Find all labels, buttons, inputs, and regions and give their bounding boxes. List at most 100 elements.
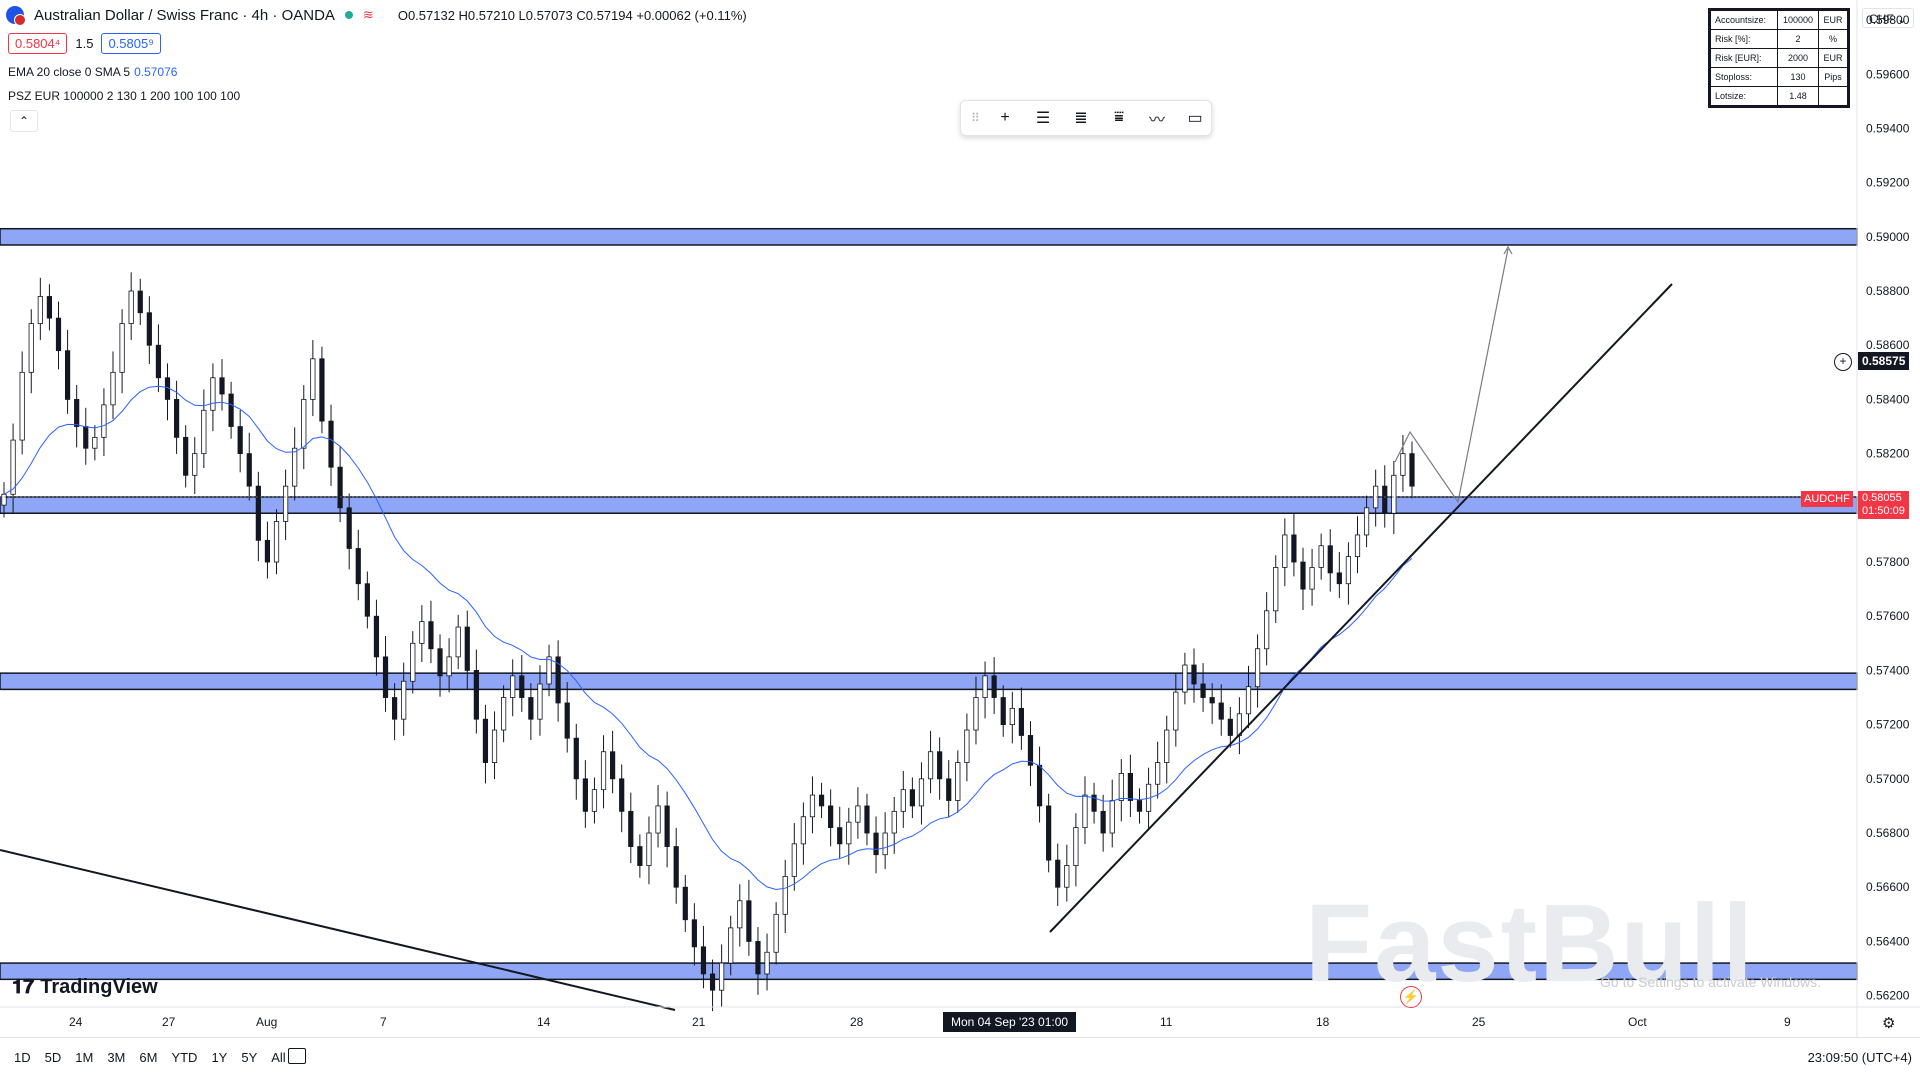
y-tick-label: 0.58200 — [1866, 447, 1910, 461]
range-icon[interactable]: ⩸ — [1114, 109, 1124, 126]
candle — [183, 425, 189, 488]
candle — [1191, 648, 1197, 703]
range-button-6m[interactable]: 6M — [139, 1050, 158, 1065]
candle — [782, 859, 788, 934]
downtrend-line[interactable] — [0, 849, 676, 1011]
symbol-header[interactable]: Australian Dollar / Swiss Franc · 4h · O… — [6, 6, 747, 26]
candle — [828, 789, 834, 847]
gear-icon[interactable]: ⚙ — [1882, 1015, 1896, 1032]
psz-label: PSZ EUR 100000 2 130 1 200 100 100 100 — [8, 89, 241, 103]
tradingview-logo[interactable]: 𝟏𝟕 TradingView — [12, 976, 158, 999]
x-tick-label: 28 — [850, 1015, 864, 1029]
projection-path[interactable] — [1394, 248, 1509, 504]
psz-indicator-legend[interactable]: PSZ EUR 100000 2 130 1 200 100 100 100 — [8, 89, 240, 103]
candle — [637, 834, 643, 878]
candle — [1236, 697, 1243, 755]
range-button-1d[interactable]: 1D — [14, 1050, 31, 1065]
y-tick-label: 0.56600 — [1866, 880, 1910, 894]
candle — [446, 638, 452, 693]
candle — [1382, 465, 1388, 528]
candle — [728, 915, 734, 976]
support-resistance-zone[interactable] — [0, 227, 1858, 246]
range-button-3m[interactable]: 3M — [107, 1050, 126, 1065]
candle — [1363, 495, 1370, 548]
range-button-5y[interactable]: 5Y — [241, 1050, 258, 1065]
candle — [428, 600, 434, 664]
candle — [1264, 592, 1270, 666]
x-tick-label: 25 — [1472, 1015, 1486, 1029]
range-button-1m[interactable]: 1M — [75, 1050, 94, 1065]
candle — [546, 644, 552, 697]
position-size-table: Accountsize: 100000 EUR Risk [%]: 2% Risk [EU… — [1708, 8, 1850, 108]
candle — [564, 682, 570, 753]
range-button-all[interactable]: All — [271, 1050, 286, 1065]
candle — [382, 636, 389, 712]
candle — [1273, 555, 1279, 624]
path-icon[interactable]: 〰 — [1148, 112, 1165, 129]
candle — [10, 423, 16, 513]
support-resistance-zone[interactable] — [0, 672, 1858, 691]
buy-sell-row: 0.5804⁴ 1.5 0.5805⁹ — [8, 33, 161, 54]
candle — [1309, 548, 1315, 606]
candle — [491, 711, 498, 780]
candle — [1036, 746, 1043, 823]
add-alert-icon[interactable]: + — [1834, 353, 1852, 371]
candle — [673, 827, 679, 904]
candle — [882, 812, 888, 870]
crosshair-icon[interactable]: + — [1000, 109, 1010, 126]
candle — [473, 649, 479, 734]
candle — [555, 640, 561, 722]
candle — [1300, 547, 1306, 610]
buy-button[interactable]: 0.5805⁹ — [101, 33, 161, 54]
candle — [1354, 516, 1361, 574]
sell-button[interactable]: 0.5804⁴ — [8, 33, 68, 54]
candle — [773, 902, 779, 965]
y-tick-label: 0.56400 — [1866, 934, 1910, 948]
range-button-1y[interactable]: 1Y — [211, 1050, 228, 1065]
calendar-icon[interactable] — [288, 1048, 306, 1064]
candle — [1218, 684, 1224, 736]
candle — [55, 301, 62, 370]
candle — [764, 933, 770, 991]
support-resistance-zone[interactable] — [0, 496, 1858, 515]
chevron-down-icon: ⌄ — [1897, 12, 1908, 26]
range-button-5d[interactable]: 5D — [44, 1050, 62, 1065]
candle — [1018, 687, 1024, 750]
range-button-ytd[interactable]: YTD — [171, 1050, 198, 1065]
candle — [310, 340, 316, 416]
candle — [1336, 552, 1342, 599]
candle — [1345, 542, 1352, 605]
horizontal-lines-icon[interactable]: ☰ — [1035, 110, 1051, 127]
range-buttons: 1D 5D 1M 3M 6M YTD 1Y 5Y All — [14, 1050, 286, 1065]
collapse-legend-button[interactable]: ⌃ — [10, 110, 38, 132]
candle — [1282, 518, 1288, 587]
fib-icon[interactable]: ≣ — [1074, 110, 1088, 127]
symbol-flag-icon — [6, 6, 26, 26]
y-tick-label: 0.57800 — [1866, 555, 1910, 569]
rectangle-icon[interactable]: ▭ — [1187, 110, 1203, 127]
candle — [737, 884, 743, 947]
candle — [655, 785, 661, 848]
candle — [610, 730, 616, 794]
candle — [28, 309, 34, 394]
lightning-icon[interactable]: ⚡ — [1400, 986, 1422, 1008]
candle — [1400, 434, 1406, 492]
candle — [282, 469, 289, 541]
uptrend-line[interactable] — [1049, 283, 1673, 933]
clock-display[interactable]: 23:09:50 (UTC+4) — [1807, 1050, 1912, 1065]
candle — [709, 959, 716, 1012]
candle — [909, 777, 915, 819]
currency-select[interactable]: CHF ⌄ — [1862, 8, 1914, 28]
candle — [837, 806, 843, 859]
candle — [1046, 793, 1052, 873]
drag-handle-icon[interactable]: ⠿ — [971, 111, 980, 125]
tradingview-logo-text: TradingView — [40, 976, 158, 998]
ema-indicator-legend[interactable]: EMA 20 close 0 SMA 5 0.57076 — [8, 65, 177, 79]
candle — [455, 614, 461, 670]
candle — [955, 750, 961, 813]
candle — [982, 661, 988, 719]
symbol-title[interactable]: Australian Dollar / Swiss Franc · 4h · O… — [34, 6, 335, 24]
price-chart[interactable]: 0.59800 0.59600 0.59400 0.59200 0.59000 0.588… — [0, 0, 1920, 1037]
candle — [246, 432, 252, 501]
x-tick-label: 18 — [1316, 1015, 1330, 1029]
